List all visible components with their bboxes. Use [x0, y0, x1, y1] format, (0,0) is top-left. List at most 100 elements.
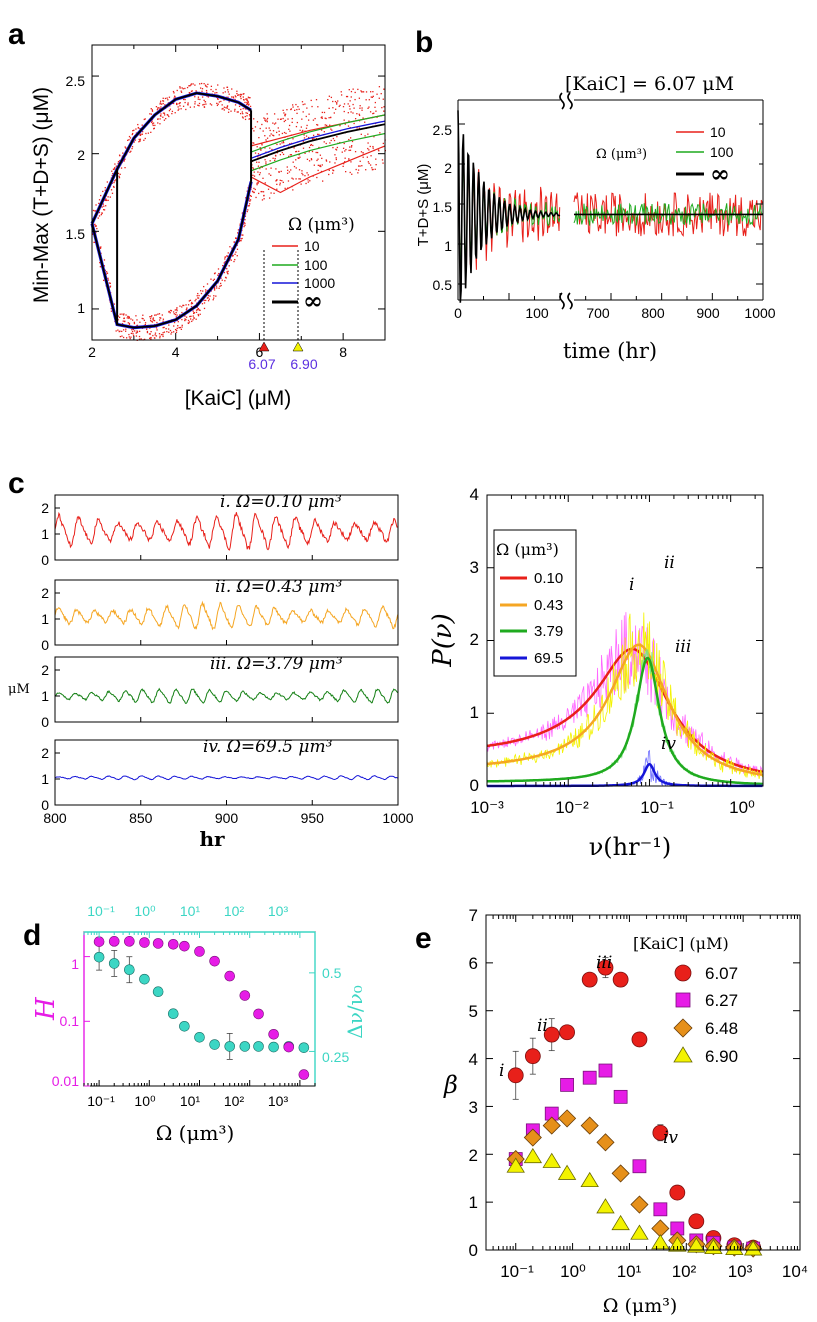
- a-noise-dot: [383, 88, 385, 90]
- a-noise-dot: [367, 107, 369, 110]
- a-noise-dot: [375, 158, 377, 160]
- a-noise-dot: [257, 153, 260, 155]
- a-noise-dot: [232, 255, 234, 257]
- a-noise-dot: [354, 98, 356, 101]
- a-noise-dot: [252, 168, 255, 170]
- a-noise-dot: [282, 117, 284, 120]
- a-noise-dot: [258, 192, 260, 195]
- a-noise-dot: [317, 158, 319, 160]
- a-noise-dot: [299, 178, 301, 180]
- a-noise-dot: [109, 285, 112, 287]
- a-noise-dot: [279, 179, 281, 181]
- a-noise-dot: [290, 169, 292, 171]
- c-right-annotation-i: i: [629, 575, 634, 595]
- c-ytick-label: 2: [41, 662, 49, 678]
- a-noise-dot: [349, 146, 351, 148]
- a-noise-dot: [288, 171, 291, 173]
- a-noise-dot: [163, 114, 166, 116]
- a-noise-dot: [324, 117, 326, 119]
- a-noise-dot: [247, 96, 250, 98]
- a-noise-dot: [215, 88, 217, 91]
- a-noise-dot: [156, 329, 158, 331]
- a-xtick: 4: [172, 344, 180, 360]
- a-noise-dot: [323, 111, 326, 114]
- a-noise-dot: [239, 240, 241, 242]
- a-noise-dot: [220, 277, 222, 279]
- a-noise-dot: [343, 142, 345, 145]
- a-noise-dot: [262, 191, 265, 193]
- b-series-100: [573, 202, 763, 226]
- a-noise-dot: [325, 160, 328, 162]
- a-noise-dot: [377, 149, 380, 151]
- a-noise-dot: [161, 314, 163, 316]
- a-noise-dot: [197, 308, 200, 310]
- a-curve-inf-min: [91, 181, 252, 329]
- a-noise-dot: [280, 118, 282, 120]
- a-noise-dot: [328, 107, 330, 109]
- a-noise-dot: [144, 137, 146, 140]
- a-noise-dot: [325, 124, 328, 127]
- a-noise-dot: [351, 173, 353, 175]
- a-noise-dot: [370, 91, 372, 93]
- a-noise-dot: [212, 299, 214, 301]
- a-noise-dot: [233, 241, 235, 243]
- a-noise-dot: [190, 83, 193, 85]
- e-xlabel: Ω (μm³): [603, 1295, 678, 1317]
- a-noise-dot: [231, 247, 233, 249]
- a-noise-dot: [290, 108, 293, 110]
- a-noise-dot: [368, 99, 370, 101]
- a-noise-dot: [227, 111, 230, 113]
- a-noise-dot: [244, 219, 246, 221]
- a-noise-dot: [181, 311, 183, 314]
- a-noise-dot: [152, 124, 154, 127]
- a-noise-dot: [154, 314, 156, 316]
- c-right-annotation-iv: iv: [661, 734, 676, 754]
- a-noise-dot: [252, 191, 254, 193]
- a-noise-dot: [183, 304, 185, 307]
- a-noise-dot: [246, 115, 248, 117]
- a-noise-dot: [336, 102, 338, 104]
- b-ytick: 2.5: [433, 122, 453, 138]
- a-noise-dot: [245, 197, 247, 199]
- a-ytick: 1.5: [66, 226, 86, 242]
- a-noise-dot: [97, 217, 99, 219]
- panel-a-data: [90, 82, 387, 341]
- a-noise-dot: [315, 99, 318, 101]
- a-noise-dot: [242, 96, 244, 98]
- e-legend-607: 6.07: [705, 964, 738, 983]
- e-point-607: [612, 971, 629, 988]
- a-noise-dot: [173, 97, 175, 99]
- a-noise-dot: [204, 289, 207, 291]
- a-noise-dot: [192, 310, 194, 312]
- a-noise-dot: [175, 331, 178, 334]
- a-noise-dot: [308, 146, 311, 149]
- d-point-h: [139, 937, 150, 948]
- a-noise-dot: [199, 83, 201, 85]
- a-noise-dot: [150, 108, 152, 110]
- a-noise-dot: [321, 157, 323, 160]
- a-noise-dot: [113, 186, 115, 189]
- a-noise-dot: [102, 190, 104, 193]
- a-noise-dot: [214, 92, 216, 94]
- a-noise-dot: [198, 294, 200, 297]
- a-noise-dot: [369, 164, 372, 166]
- a-noise-dot: [371, 96, 374, 98]
- a-noise-dot: [350, 146, 353, 148]
- a-noise-dot: [137, 123, 139, 126]
- a-noise-dot: [139, 127, 141, 130]
- a-noise-dot: [295, 151, 297, 153]
- a-noise-dot: [357, 169, 360, 171]
- a-noise-dot: [122, 329, 125, 331]
- a-noise-dot: [171, 112, 173, 115]
- a-noise-dot: [274, 159, 276, 162]
- c-right-xtick: 10⁻¹: [640, 798, 674, 817]
- a-noise-dot: [190, 305, 193, 308]
- a-noise-dot: [249, 97, 251, 99]
- a-ylabel: Min-Max (T+D+S) (μM): [30, 87, 53, 303]
- c-right-ytick: 0: [470, 776, 479, 795]
- a-noise-dot: [131, 147, 133, 150]
- e-xtick: 10³: [728, 1262, 753, 1281]
- a-noise-dot: [158, 107, 160, 109]
- a-noise-dot: [310, 144, 312, 146]
- a-noise-dot: [100, 194, 102, 197]
